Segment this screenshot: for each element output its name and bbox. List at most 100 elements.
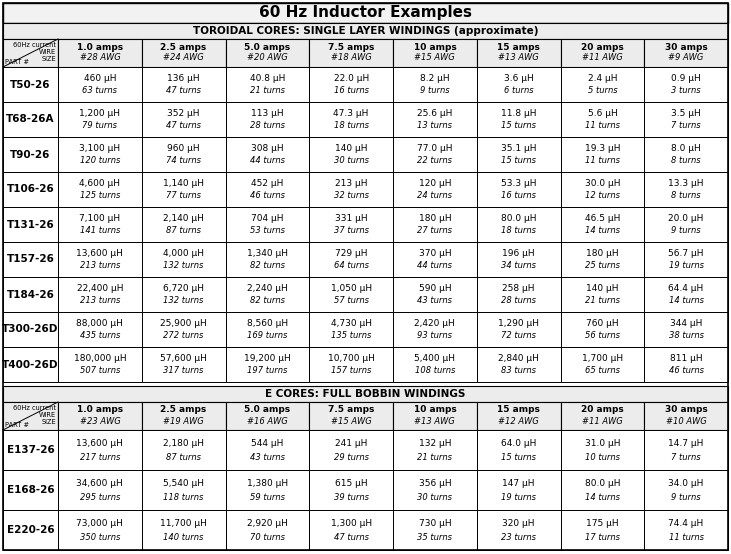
Text: 23 turns: 23 turns (501, 532, 536, 541)
Text: 79 turns: 79 turns (83, 121, 118, 130)
Bar (225, 172, 309, 207)
Text: 4,600 μH: 4,600 μH (80, 179, 121, 188)
Text: 22 turns: 22 turns (417, 156, 452, 165)
Bar (309, 172, 393, 207)
Bar (393, 347, 477, 382)
Bar (561, 137, 644, 172)
Text: 811 μH: 811 μH (670, 354, 702, 363)
Text: 331 μH: 331 μH (335, 214, 368, 223)
Text: 30.0 μH: 30.0 μH (585, 179, 620, 188)
Text: 30 amps: 30 amps (664, 406, 708, 414)
Bar (393, 402, 477, 430)
Text: 350 turns: 350 turns (80, 532, 120, 541)
Bar (225, 39, 309, 67)
Text: 10,700 μH: 10,700 μH (327, 354, 374, 363)
Bar (644, 430, 728, 470)
Text: 47 turns: 47 turns (333, 532, 368, 541)
Bar (393, 67, 477, 102)
Text: #24 AWG: #24 AWG (163, 54, 204, 63)
Text: 77 turns: 77 turns (166, 191, 201, 200)
Text: 8.2 μH: 8.2 μH (420, 74, 450, 83)
Text: 8 turns: 8 turns (671, 156, 701, 165)
Text: 40.8 μH: 40.8 μH (250, 74, 285, 83)
Text: 4,730 μH: 4,730 μH (330, 319, 371, 328)
Text: 125 turns: 125 turns (80, 191, 120, 200)
Text: 77.0 μH: 77.0 μH (417, 144, 452, 153)
Bar (477, 172, 561, 207)
Bar (477, 430, 561, 470)
Text: 175 μH: 175 μH (586, 519, 618, 527)
Text: 704 μH: 704 μH (251, 214, 284, 223)
Text: 460 μH: 460 μH (83, 74, 116, 83)
Text: 1,140 μH: 1,140 μH (163, 179, 204, 188)
Text: 14 turns: 14 turns (585, 226, 620, 235)
Bar (561, 347, 644, 382)
Text: 370 μH: 370 μH (419, 249, 451, 258)
Text: 2.4 μH: 2.4 μH (588, 74, 617, 83)
Bar (309, 312, 393, 347)
Bar (477, 242, 561, 277)
Text: 5 turns: 5 turns (588, 86, 617, 95)
Text: 9 turns: 9 turns (671, 493, 701, 501)
Text: 4,000 μH: 4,000 μH (163, 249, 204, 258)
Text: 147 μH: 147 μH (502, 479, 535, 488)
Text: 15 turns: 15 turns (501, 453, 536, 461)
Text: 20.0 μH: 20.0 μH (668, 214, 704, 223)
Bar (58, 102, 142, 137)
Text: 8 turns: 8 turns (671, 191, 701, 200)
Bar (477, 312, 561, 347)
Text: 25,900 μH: 25,900 μH (160, 319, 207, 328)
Text: 7 turns: 7 turns (671, 453, 701, 461)
Bar (309, 347, 393, 382)
Text: 1,340 μH: 1,340 μH (247, 249, 288, 258)
Text: 28 turns: 28 turns (501, 296, 536, 305)
Text: 15 turns: 15 turns (501, 156, 536, 165)
Text: 15 amps: 15 amps (497, 406, 540, 414)
Text: #19 AWG: #19 AWG (163, 417, 204, 425)
Text: 19 turns: 19 turns (669, 261, 704, 270)
Text: 21 turns: 21 turns (250, 86, 285, 95)
Text: 27 turns: 27 turns (417, 226, 452, 235)
Text: E168-26: E168-26 (7, 485, 54, 495)
Text: 87 turns: 87 turns (166, 453, 201, 461)
Text: 64.0 μH: 64.0 μH (501, 439, 537, 448)
Bar (225, 242, 309, 277)
Text: 47 turns: 47 turns (166, 121, 201, 130)
Text: 18 turns: 18 turns (333, 121, 368, 130)
Text: 30 turns: 30 turns (333, 156, 368, 165)
Text: 3 turns: 3 turns (671, 86, 701, 95)
Bar (477, 39, 561, 67)
Text: 960 μH: 960 μH (167, 144, 200, 153)
Text: 70 turns: 70 turns (250, 532, 285, 541)
Text: 20 amps: 20 amps (581, 406, 624, 414)
Text: #10 AWG: #10 AWG (666, 417, 706, 425)
Text: 59 turns: 59 turns (250, 493, 285, 501)
Text: 213 turns: 213 turns (80, 261, 120, 270)
Bar (3, 3, 728, 23)
Text: #11 AWG: #11 AWG (582, 417, 623, 425)
Bar (393, 102, 477, 137)
Text: 53 turns: 53 turns (250, 226, 285, 235)
Bar (561, 470, 644, 510)
Text: 74.4 μH: 74.4 μH (669, 519, 704, 527)
Text: 10 turns: 10 turns (585, 453, 620, 461)
Bar (58, 39, 142, 67)
Text: 1,200 μH: 1,200 μH (80, 109, 121, 118)
Text: 108 turns: 108 turns (414, 366, 455, 375)
Bar (309, 402, 393, 430)
Bar (225, 137, 309, 172)
Text: T68-26A: T68-26A (7, 115, 55, 125)
Text: E137-26: E137-26 (7, 445, 54, 455)
Bar (3, 510, 58, 550)
Text: 47 turns: 47 turns (166, 86, 201, 95)
Text: 141 turns: 141 turns (80, 226, 120, 235)
Text: T131-26: T131-26 (7, 219, 54, 229)
Bar (309, 137, 393, 172)
Bar (58, 137, 142, 172)
Text: 16 turns: 16 turns (501, 191, 536, 200)
Text: 2,420 μH: 2,420 μH (414, 319, 455, 328)
Text: 317 turns: 317 turns (164, 366, 204, 375)
Text: 760 μH: 760 μH (586, 319, 618, 328)
Text: #28 AWG: #28 AWG (80, 54, 121, 63)
Bar (225, 102, 309, 137)
